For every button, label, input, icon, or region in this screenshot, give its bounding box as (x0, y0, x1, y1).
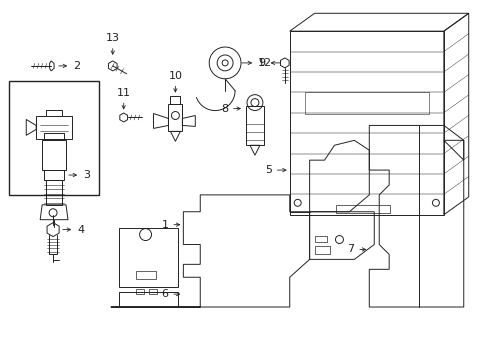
Bar (44, 170, 64, 180)
Text: 12: 12 (242, 58, 272, 68)
Text: 1: 1 (161, 220, 180, 230)
Bar (315, 247, 329, 255)
Bar (9, 81, 99, 195)
Text: 8: 8 (221, 104, 240, 113)
Bar (171, 96, 180, 104)
Bar (36, 116, 72, 139)
Text: 3: 3 (69, 170, 90, 180)
Bar (46, 180, 62, 205)
Bar (148, 289, 156, 294)
Bar (42, 140, 66, 170)
Bar (119, 292, 178, 307)
Bar (119, 228, 178, 287)
Bar (246, 105, 264, 145)
Text: 7: 7 (347, 244, 366, 255)
Bar (336, 205, 390, 213)
Text: 13: 13 (106, 33, 120, 54)
Bar (315, 235, 326, 242)
Bar (136, 271, 155, 279)
Text: 6: 6 (161, 289, 180, 299)
Text: 5: 5 (265, 165, 286, 175)
Bar (305, 92, 429, 114)
Text: 11: 11 (117, 87, 131, 109)
Text: 10: 10 (169, 71, 182, 92)
Text: 2: 2 (59, 61, 80, 71)
Text: 9: 9 (258, 58, 280, 68)
Text: 4: 4 (63, 225, 84, 235)
Bar (136, 289, 144, 294)
Bar (169, 104, 182, 131)
